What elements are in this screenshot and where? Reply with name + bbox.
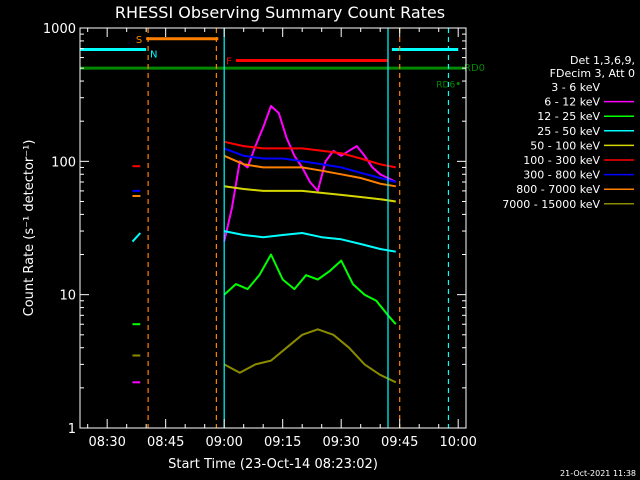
legend-label-6-12-kev: 6 - 12 keV bbox=[544, 96, 600, 109]
series-25-50-kev-segment-0 bbox=[131, 232, 142, 243]
y-tick-label: 100 bbox=[51, 155, 76, 170]
vline-layer bbox=[147, 28, 450, 428]
series-50-100-kev-segment-1 bbox=[224, 185, 396, 203]
x-axis-label: Start Time (23-Oct-14 08:23:02) bbox=[168, 457, 378, 472]
x-tick-label: 09:15 bbox=[264, 435, 301, 450]
legend-label-300-800-kev: 300 - 800 keV bbox=[523, 169, 600, 182]
x-tick-label: 09:30 bbox=[322, 435, 359, 450]
flag-f-label: F bbox=[226, 57, 232, 68]
legend-label-3-6-kev: 3 - 6 keV bbox=[551, 81, 600, 94]
plot-frame bbox=[79, 27, 467, 429]
y-tick-label: 10 bbox=[59, 289, 76, 304]
legend-label-800-7000-kev: 800 - 7000 keV bbox=[516, 183, 600, 196]
x-tick-label: 08:30 bbox=[88, 435, 125, 450]
flag-rd6-marker bbox=[456, 82, 460, 86]
chart-title: RHESSI Observing Summary Count Rates bbox=[115, 3, 445, 22]
flag-rd0-label: RD0 bbox=[464, 63, 485, 74]
series-100-300-kev-segment-1 bbox=[223, 140, 396, 169]
flag-s-label: S bbox=[136, 35, 142, 46]
series-6-12-kev-segment-1 bbox=[223, 105, 397, 242]
legend-header: Det 1,3,6,9, bbox=[570, 54, 635, 67]
flag-rd6-label: RD6 bbox=[436, 81, 455, 91]
x-tick-label: 09:45 bbox=[381, 435, 418, 450]
legend-label-12-25-kev: 12 - 25 keV bbox=[537, 110, 600, 123]
timestamp: 21-Oct-2021 11:38 bbox=[560, 469, 636, 478]
x-axis: 08:30 08:45 09:00 09:15 09:30 09:45 10:00 bbox=[87, 28, 477, 450]
series-12-25-kev-segment-1 bbox=[223, 253, 397, 325]
flag-layer: SN F RD0 RD6 bbox=[80, 35, 485, 91]
x-tick-label: 10:00 bbox=[439, 435, 476, 450]
x-tick-label: 08:45 bbox=[147, 435, 184, 450]
series-3-6-kev-segment-1 bbox=[223, 117, 397, 236]
series-layer bbox=[131, 105, 397, 384]
flag-n-label: N bbox=[150, 49, 157, 60]
series-300-800-kev-segment-1 bbox=[223, 147, 397, 183]
legend-label-7000-15000-kev: 7000 - 15000 keV bbox=[502, 198, 600, 211]
x-tick-label: 09:00 bbox=[205, 435, 242, 450]
series-7000-15000-kev-segment-1 bbox=[223, 328, 397, 384]
series-800-7000-kev-segment-1 bbox=[223, 154, 396, 188]
series-25-50-kev-segment-1 bbox=[224, 230, 396, 253]
legend-label-100-300-kev: 100 - 300 keV bbox=[523, 154, 600, 167]
y-axis-label: Count Rate (s⁻¹ detector⁻¹) bbox=[22, 140, 37, 317]
legend-label-50-100-kev: 50 - 100 keV bbox=[530, 139, 600, 152]
legend-label-25-50-kev: 25 - 50 keV bbox=[537, 125, 600, 138]
y-axis: 1 10 100 1000 bbox=[43, 22, 466, 437]
y-tick-label: 1 bbox=[68, 422, 76, 437]
y-tick-label: 1000 bbox=[43, 22, 76, 37]
legend-header: FDecim 3, Att 0 bbox=[550, 67, 635, 80]
legend: Det 1,3,6,9,FDecim 3, Att 03 - 6 keV 6 - … bbox=[502, 54, 635, 211]
